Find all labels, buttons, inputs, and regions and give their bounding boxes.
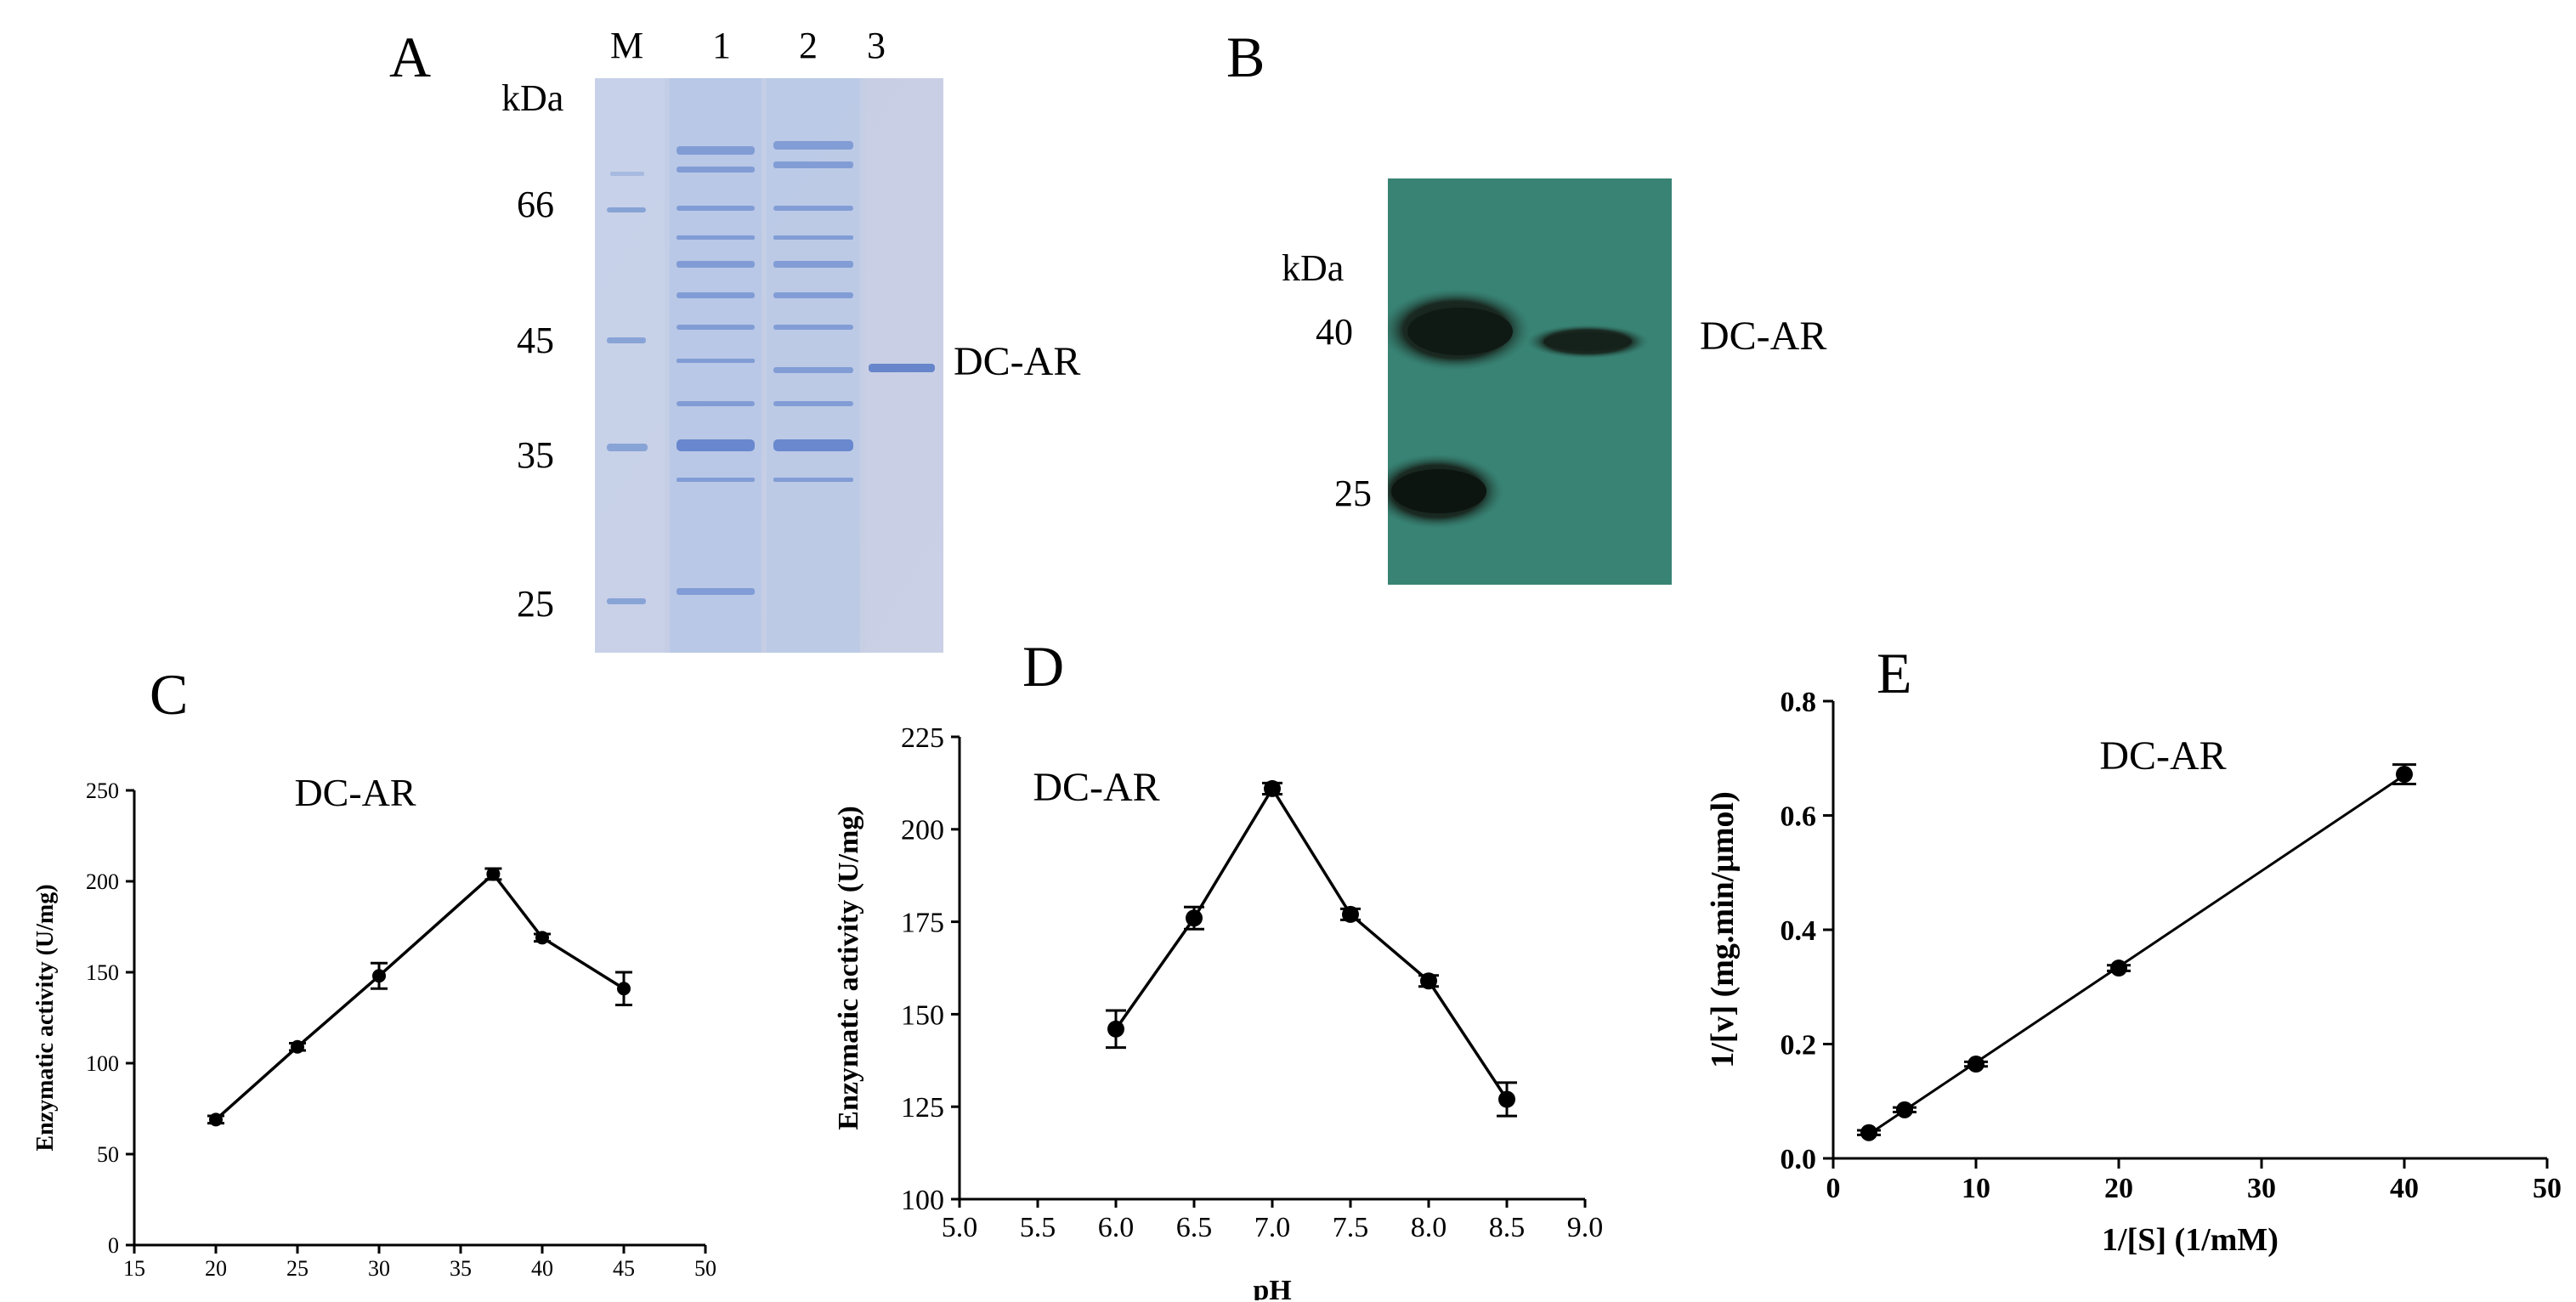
- y-tick-label: 150: [901, 999, 944, 1031]
- gel-a-lane-label-2: 2: [799, 25, 818, 66]
- x-tick-label: 5.0: [942, 1212, 978, 1243]
- chart-lineweaver-burk: 0 10 20 30 40 50 0.0 0.2 0.4 0.6 0.8 1/[S] (1/mM) 1/…: [1705, 687, 2562, 1258]
- chart-ph-activity: 5.0 5.5 6.0 6.5 7.0 7.5 8.0 8.5 9.0 100 125 150 175 2…: [833, 722, 1604, 1300]
- x-tick-label: 20: [2104, 1173, 2133, 1204]
- x-tick-label: 6.0: [1098, 1212, 1135, 1243]
- panel-letter-a: A: [389, 25, 432, 89]
- data-point: [372, 969, 386, 983]
- series-line: [214, 871, 625, 1121]
- gel-a-marker-45: 45: [517, 320, 554, 361]
- x-tick-label: 6.5: [1176, 1212, 1213, 1243]
- x-axis-label: pH: [1253, 1275, 1291, 1300]
- y-tick-label: 200: [901, 815, 944, 846]
- y-tick-label: 0.0: [1781, 1144, 1817, 1175]
- data-point: [291, 1039, 304, 1054]
- gel-b-marker-40: 40: [1316, 311, 1353, 353]
- y-tick-label: 100: [86, 1051, 119, 1076]
- gel-b-unit-label: kDa: [1282, 247, 1345, 289]
- data-point: [2110, 960, 2127, 977]
- x-tick-label: 20: [205, 1256, 227, 1281]
- data-point: [617, 982, 631, 996]
- x-tick-label: 50: [2533, 1173, 2562, 1204]
- gel-a-marker-25: 25: [517, 583, 554, 625]
- western-blot-image: [1388, 178, 1672, 585]
- panel-letter-c: C: [150, 662, 189, 727]
- chart-title: DC-AR: [1033, 765, 1159, 810]
- y-tick-label: 150: [86, 960, 119, 985]
- x-tick-label: 5.5: [1020, 1212, 1056, 1243]
- sds-page-gel-image: [595, 78, 943, 653]
- gel-b-marker-25: 25: [1334, 473, 1372, 514]
- y-tick-label: 125: [901, 1092, 944, 1124]
- data-point: [1967, 1056, 1984, 1073]
- regression-line: [1868, 773, 2405, 1135]
- chart-temperature-activity: 1520253035404550050100150200250Temperatu…: [32, 771, 716, 1281]
- chart-title: DC-AR: [294, 771, 416, 814]
- y-axis-label: 1/[v] (mg.min/μmol): [1705, 791, 1741, 1068]
- series-line: [1114, 785, 1509, 1101]
- x-tick-label: 40: [531, 1256, 553, 1281]
- x-tick-label: 9.0: [1567, 1212, 1604, 1243]
- data-point: [1896, 1101, 1913, 1118]
- y-axis-label: Enzymatic activity (U/mg): [833, 806, 864, 1129]
- x-tick-label: 7.0: [1254, 1212, 1291, 1243]
- y-tick-label: 0.2: [1781, 1029, 1817, 1061]
- x-tick-label: 15: [123, 1256, 145, 1281]
- data-point: [1860, 1124, 1877, 1141]
- x-tick-label: 0: [1826, 1173, 1841, 1204]
- gel-a-lane-label-m: M: [610, 25, 644, 66]
- x-tick-label: 45: [613, 1256, 635, 1281]
- panel-letter-e: E: [1877, 641, 1912, 705]
- x-tick-label: 35: [450, 1256, 472, 1281]
- y-axis-label: Enzymatic activity (U/mg): [32, 884, 59, 1151]
- y-tick-label: 0.4: [1781, 915, 1817, 947]
- y-tick-label: 50: [97, 1142, 119, 1167]
- y-tick-label: 100: [901, 1185, 944, 1216]
- data-point: [2396, 766, 2413, 784]
- x-tick-label: 25: [286, 1256, 309, 1281]
- x-axis-label: 1/[S] (1/mM): [2102, 1222, 2279, 1258]
- data-point: [1342, 905, 1359, 923]
- data-point: [1186, 909, 1203, 927]
- gel-a-marker-66: 66: [517, 184, 554, 225]
- chart-title: DC-AR: [2099, 733, 2226, 778]
- y-tick-label: 175: [901, 908, 944, 939]
- y-tick-label: 250: [86, 778, 119, 803]
- y-tick-label: 0.8: [1781, 687, 1817, 718]
- data-point: [1107, 1020, 1124, 1038]
- data-point: [1420, 972, 1437, 990]
- data-point: [209, 1112, 223, 1127]
- x-tick-label: 7.5: [1333, 1212, 1369, 1243]
- data-point: [1264, 779, 1281, 797]
- gel-a-lane-label-3: 3: [867, 25, 886, 66]
- data-point: [535, 931, 549, 945]
- panel-letter-d: D: [1022, 634, 1065, 699]
- x-tick-label: 30: [368, 1256, 390, 1281]
- gel-a-marker-35: 35: [517, 434, 554, 476]
- y-tick-label: 0.6: [1781, 801, 1817, 832]
- x-tick-label: 10: [1962, 1173, 1990, 1204]
- y-tick-label: 0: [108, 1233, 119, 1258]
- x-tick-label: 30: [2247, 1173, 2276, 1204]
- panel-letter-b: B: [1226, 25, 1265, 89]
- gel-a-lane-label-1: 1: [712, 25, 731, 66]
- data-point: [1498, 1090, 1515, 1108]
- x-tick-label: 40: [2390, 1173, 2419, 1204]
- y-tick-label: 225: [901, 722, 944, 754]
- x-tick-label: 8.0: [1411, 1212, 1447, 1243]
- data-point: [486, 867, 501, 881]
- gel-a-band-label: DC-AR: [954, 339, 1081, 384]
- gel-b-band-label: DC-AR: [1700, 314, 1827, 359]
- x-tick-label: 50: [694, 1256, 716, 1281]
- gel-a-unit-label: kDa: [501, 77, 564, 119]
- x-tick-label: 8.5: [1489, 1212, 1526, 1243]
- y-tick-label: 200: [86, 869, 119, 894]
